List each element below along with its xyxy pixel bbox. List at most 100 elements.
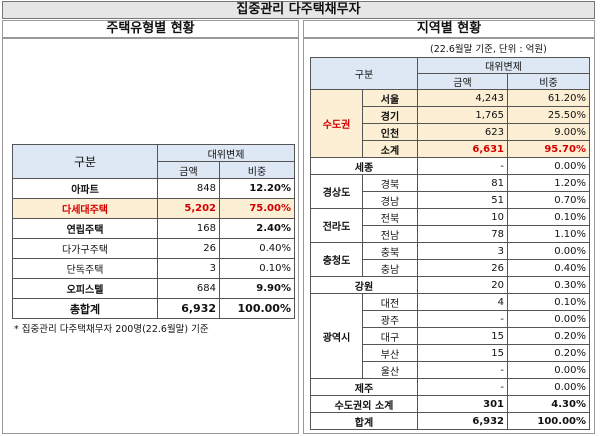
- row-amount: 15: [417, 327, 508, 345]
- row-ratio: 61.20%: [507, 89, 590, 107]
- table-row: 세종 - 0.00%: [310, 157, 590, 175]
- row-amount: 78: [417, 225, 508, 243]
- row-label: 인천: [362, 123, 418, 141]
- row-label: 아파트: [12, 178, 158, 199]
- row-label: 전북: [362, 208, 418, 226]
- row-amount: 5,202: [157, 198, 220, 219]
- row-label: 다세대주택: [12, 198, 158, 219]
- total-label: 합계: [310, 412, 418, 430]
- row-ratio: 1.10%: [507, 225, 590, 243]
- region-table: 구분 대위변제 금액 비중 수도권 서울 4,243 61.20% 경기 1,7…: [310, 57, 590, 430]
- table-row: 광역시 대전 4 0.10%: [310, 293, 590, 379]
- row-amount: 20: [417, 276, 508, 294]
- table-row: 전라도 전북 10 0.10%: [310, 208, 590, 243]
- row-ratio: 2.40%: [219, 218, 295, 239]
- table-row: 오피스텔 684 9.90%: [12, 278, 295, 299]
- left-section-heading: 주택유형별 현황: [2, 20, 299, 38]
- row-label: 광주: [362, 310, 418, 328]
- row-label: 충남: [362, 259, 418, 277]
- row-ratio: 0.00%: [507, 361, 590, 379]
- col-amount-header: 금액: [157, 161, 220, 179]
- group-label: 수도권: [310, 89, 363, 158]
- row-ratio: 0.00%: [507, 310, 590, 328]
- page-title: 집중관리 다주택채무자: [2, 1, 595, 19]
- row-ratio: 0.40%: [507, 259, 590, 277]
- row-amount: 3: [417, 242, 508, 260]
- row-amount: 10: [417, 208, 508, 226]
- row-label: 경남: [362, 191, 418, 209]
- table-row: 경상도 경북 81 1.20%: [310, 174, 590, 209]
- row-amount: 623: [417, 123, 508, 141]
- group-label: 충청도: [310, 242, 363, 277]
- table-row: 충남 26 0.40%: [311, 259, 590, 277]
- row-amount: 15: [417, 344, 508, 362]
- table-row: 다가구주택 26 0.40%: [12, 238, 295, 259]
- row-label: 소계: [362, 140, 418, 158]
- row-label: 울산: [362, 361, 418, 379]
- right-panel: [303, 38, 595, 434]
- row-ratio: 0.10%: [507, 293, 590, 311]
- row-amount: 4,243: [417, 89, 508, 107]
- row-ratio: 0.70%: [507, 191, 590, 209]
- row-amount: 301: [417, 395, 508, 413]
- table-row: 단독주택 3 0.10%: [12, 258, 295, 279]
- col-group-header: 구분: [310, 57, 418, 90]
- row-label: 전남: [362, 225, 418, 243]
- table-row: 강원 20 0.30%: [310, 276, 590, 294]
- row-label: 부산: [362, 344, 418, 362]
- row-label: 제주: [310, 378, 418, 396]
- col-main-header: 대위변제: [157, 144, 295, 162]
- row-label: 단독주택: [12, 258, 158, 279]
- row-ratio: 9.00%: [507, 123, 590, 141]
- housing-type-table: 구분 대위변제 금액 비중 아파트 848 12.20% 다세대주택 5,202…: [12, 144, 295, 319]
- row-ratio: 25.50%: [507, 106, 590, 124]
- row-amount: -: [417, 310, 508, 328]
- row-label: 세종: [310, 157, 418, 175]
- row-label: 대구: [362, 327, 418, 345]
- table-row: 대구 15 0.20%: [311, 327, 590, 345]
- row-ratio: 0.10%: [219, 258, 295, 279]
- row-label: 경북: [362, 174, 418, 192]
- row-label: 오피스텔: [12, 278, 158, 299]
- col-ratio-header: 비중: [507, 73, 590, 90]
- footnote: * 집중관리 다주택채무자 200명(22.6월말) 기준: [14, 324, 209, 335]
- row-label: 연립주택: [12, 218, 158, 239]
- row-ratio: 9.90%: [219, 278, 295, 299]
- row-label: 대전: [362, 293, 418, 311]
- table-row: 충청도 충북 3 0.00%: [310, 242, 590, 277]
- group-label: 광역시: [310, 293, 363, 379]
- table-row: 인천 623 9.00%: [310, 123, 590, 141]
- table-row: 전남 78 1.10%: [311, 225, 590, 243]
- row-amount: 26: [157, 238, 220, 259]
- row-ratio: 0.30%: [507, 276, 590, 294]
- total-ratio: 100.00%: [507, 412, 590, 430]
- row-amount: 81: [417, 174, 508, 192]
- total-ratio: 100.00%: [219, 298, 295, 319]
- row-ratio: 0.00%: [507, 378, 590, 396]
- left-panel: [2, 38, 299, 434]
- total-amount: 6,932: [157, 298, 220, 319]
- table-row: 광주 - 0.00%: [311, 310, 590, 328]
- row-label: 수도권외 소계: [310, 395, 418, 413]
- row-ratio: 0.00%: [507, 157, 590, 175]
- subtotal-row: 수도권외 소계 301 4.30%: [310, 395, 590, 413]
- row-amount: 4: [417, 293, 508, 311]
- total-label: 총합계: [12, 298, 158, 319]
- subtotal-row: 소계 6,631 95.70%: [310, 140, 590, 158]
- group-label: 경상도: [310, 174, 363, 209]
- group-label: 전라도: [310, 208, 363, 243]
- row-amount: 848: [157, 178, 220, 199]
- table-row: 수도권 서울 4,243 61.20%: [310, 89, 590, 158]
- table-row: 제주 - 0.00%: [310, 378, 590, 396]
- row-label: 충북: [362, 242, 418, 260]
- row-ratio: 0.10%: [507, 208, 590, 226]
- row-amount: 168: [157, 218, 220, 239]
- total-row: 총합계 6,932 100.00%: [12, 298, 295, 319]
- table-row: 울산 - 0.00%: [311, 361, 590, 379]
- right-section-heading: 지역별 현황: [303, 20, 595, 38]
- row-ratio: 95.70%: [507, 140, 590, 158]
- row-ratio: 4.30%: [507, 395, 590, 413]
- row-amount: 51: [417, 191, 508, 209]
- total-amount: 6,932: [417, 412, 508, 430]
- row-amount: 1,765: [417, 106, 508, 124]
